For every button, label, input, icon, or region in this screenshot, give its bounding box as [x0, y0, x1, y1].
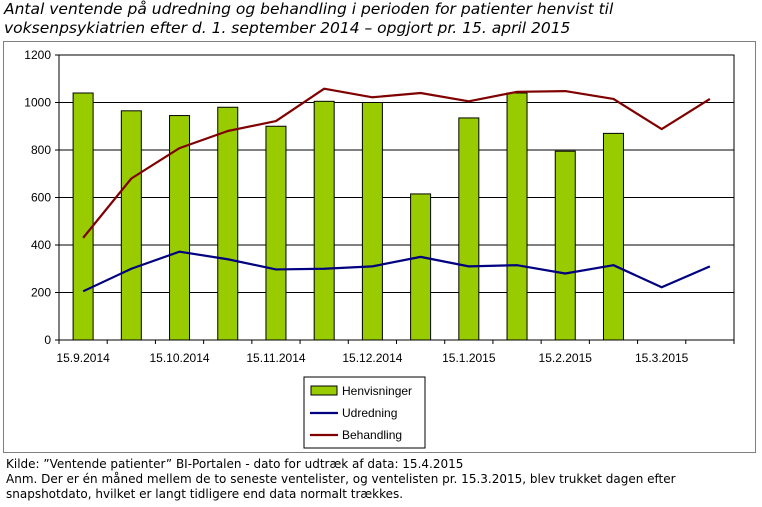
bar-henvisninger: [265, 125, 287, 341]
bar-series: [72, 92, 624, 341]
bar-henvisninger: [169, 115, 191, 341]
x-tick-label: 15.10.2014: [150, 351, 210, 365]
chart-title: Antal ventende på udredning og behandlin…: [4, 0, 613, 38]
source-line-2: Anm. Der er én måned mellem de to senest…: [6, 472, 676, 486]
x-tick-label: 15.3.2015: [635, 351, 689, 365]
chart-title-line-1: Antal ventende på udredning og behandlin…: [4, 0, 614, 18]
y-tick-label: 800: [31, 143, 51, 157]
bar-henvisninger: [554, 150, 576, 341]
bar-henvisninger: [313, 100, 335, 341]
source-line-1: Kilde: ”Ventende patienter” BI-Portalen …: [6, 457, 464, 471]
legend-label-udredning: Udredning: [342, 406, 397, 420]
bar-henvisninger: [72, 92, 94, 341]
y-tick-label: 1200: [24, 48, 51, 62]
chart-title-line-2: voksenpsykiatrien efter d. 1. september …: [4, 19, 571, 37]
y-tick-label: 200: [31, 286, 51, 300]
legend-label-henvisninger: Henvisninger: [342, 384, 412, 398]
x-tick-label: 15.9.2014: [56, 351, 110, 365]
source-note: Kilde: ”Ventende patienter” BI-Portalen …: [6, 457, 676, 502]
bar-henvisninger: [458, 117, 480, 341]
legend: Henvisninger Udredning Behandling: [303, 376, 426, 449]
bar-henvisninger: [506, 92, 528, 341]
axes: 0 200 400 600 800 1000 1200 15.9.2014 15.10.2014…: [24, 48, 735, 365]
y-tick-label: 0: [44, 333, 51, 347]
bar-henvisninger: [217, 106, 239, 341]
x-tick-label: 15.11.2014: [246, 351, 305, 365]
bar-henvisninger: [361, 102, 383, 341]
y-tick-label: 600: [31, 191, 51, 205]
line-udredning: [82, 250, 711, 293]
x-tick-label: 15.2.2015: [539, 351, 593, 365]
gridlines: [58, 54, 735, 341]
source-line-3: snapshotdato, hvilket er langt tidligere…: [6, 487, 404, 501]
legend-swatch-henvisninger: [310, 385, 338, 396]
y-tick-label: 1000: [24, 96, 51, 110]
bar-henvisninger: [410, 193, 432, 341]
y-tick-label: 400: [31, 238, 51, 252]
line-behandling: [82, 87, 711, 239]
x-tick-label: 15.1.2015: [442, 351, 496, 365]
legend-label-behandling: Behandling: [342, 428, 402, 442]
bar-henvisninger: [120, 110, 142, 341]
chart-frame: [3, 41, 756, 453]
x-tick-label: 15.12.2014: [342, 351, 402, 365]
line-series: [82, 87, 711, 293]
bar-henvisninger: [602, 132, 624, 341]
